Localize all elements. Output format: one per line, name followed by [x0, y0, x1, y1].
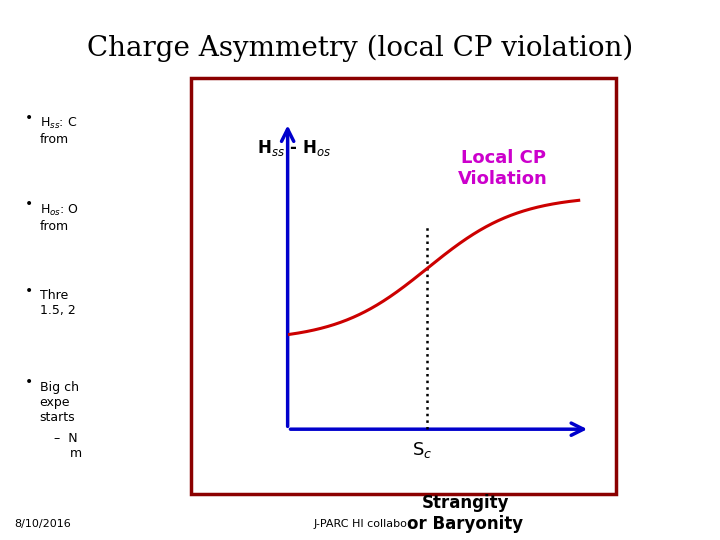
Text: •: • — [25, 197, 33, 211]
Text: S$_c$: S$_c$ — [412, 440, 432, 460]
Text: Strangity
or Baryonity: Strangity or Baryonity — [408, 495, 523, 533]
Text: –  N
    m: – N m — [54, 432, 82, 460]
Text: 8/10/2016: 8/10/2016 — [14, 519, 71, 529]
Text: Local CP
Violation: Local CP Violation — [458, 149, 548, 188]
Text: H$_{ss}$ - H$_{os}$: H$_{ss}$ - H$_{os}$ — [258, 138, 332, 158]
Text: Charge Asymmetry (local CP violation): Charge Asymmetry (local CP violation) — [87, 35, 633, 63]
Text: J-PARC HI collabo: J-PARC HI collabo — [313, 519, 407, 529]
Text: •: • — [25, 111, 33, 125]
Text: •: • — [25, 375, 33, 389]
Text: H$_{os}$: O
from: H$_{os}$: O from — [40, 202, 78, 233]
Text: Thre
1.5, 2: Thre 1.5, 2 — [40, 289, 76, 317]
Text: H$_{ss}$: C
from: H$_{ss}$: C from — [40, 116, 77, 146]
Text: Big ch
expe
starts: Big ch expe starts — [40, 381, 78, 424]
Bar — [191, 78, 616, 494]
Text: •: • — [25, 284, 33, 298]
